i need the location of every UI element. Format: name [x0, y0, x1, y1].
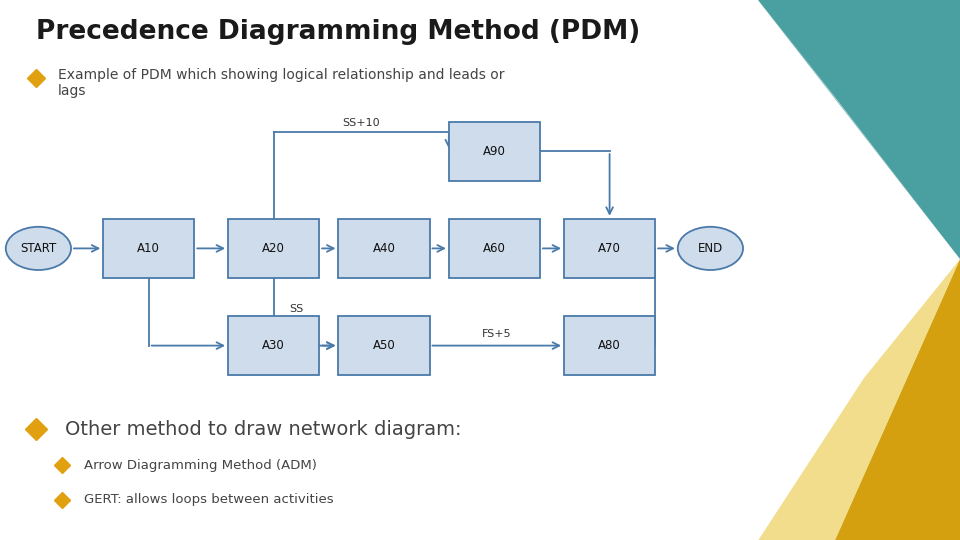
Text: A80: A80: [598, 339, 621, 352]
FancyBboxPatch shape: [449, 219, 540, 278]
Text: END: END: [698, 242, 723, 255]
Text: A60: A60: [483, 242, 506, 255]
Polygon shape: [758, 0, 960, 259]
Text: Other method to draw network diagram:: Other method to draw network diagram:: [65, 420, 462, 439]
FancyBboxPatch shape: [339, 316, 430, 375]
Text: A10: A10: [137, 242, 160, 255]
FancyBboxPatch shape: [449, 122, 540, 181]
Text: Example of PDM which showing logical relationship and leads or: Example of PDM which showing logical rel…: [58, 68, 504, 82]
Text: START: START: [20, 242, 57, 255]
Text: FS+5: FS+5: [482, 329, 512, 339]
Text: GERT: allows loops between activities: GERT: allows loops between activities: [84, 493, 334, 506]
FancyBboxPatch shape: [339, 219, 430, 278]
Text: SS+10: SS+10: [343, 118, 380, 127]
Text: A70: A70: [598, 242, 621, 255]
Ellipse shape: [678, 227, 743, 270]
Text: A20: A20: [262, 242, 285, 255]
Text: A50: A50: [372, 339, 396, 352]
FancyBboxPatch shape: [228, 219, 319, 278]
FancyBboxPatch shape: [228, 316, 319, 375]
FancyBboxPatch shape: [564, 316, 655, 375]
Text: Arrow Diagramming Method (ADM): Arrow Diagramming Method (ADM): [84, 459, 318, 472]
Polygon shape: [835, 259, 960, 540]
FancyBboxPatch shape: [564, 219, 655, 278]
Text: SS: SS: [289, 304, 303, 314]
Text: A30: A30: [262, 339, 285, 352]
Text: Precedence Diagramming Method (PDM): Precedence Diagramming Method (PDM): [36, 19, 640, 45]
Polygon shape: [758, 0, 960, 259]
Ellipse shape: [6, 227, 71, 270]
Text: A40: A40: [372, 242, 396, 255]
Polygon shape: [758, 259, 960, 540]
FancyBboxPatch shape: [104, 219, 194, 278]
Text: lags: lags: [58, 84, 86, 98]
Text: A90: A90: [483, 145, 506, 158]
